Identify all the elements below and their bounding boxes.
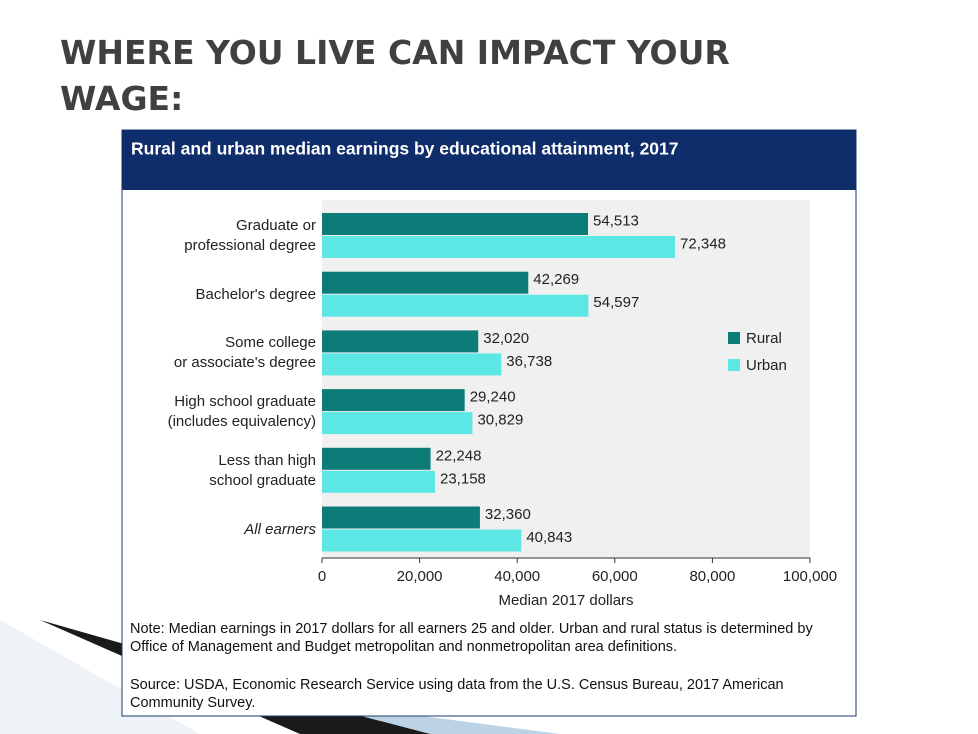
source: Source: USDA, Economic Research Service …	[130, 677, 784, 711]
y-tick-label: Less than high school graduate	[209, 451, 316, 489]
bar	[322, 529, 522, 552]
value-label: 32,020	[483, 330, 529, 347]
legend-label: Rural	[746, 330, 782, 347]
legend-swatch	[728, 332, 740, 344]
bar	[322, 213, 589, 235]
value-label: 40,843	[526, 529, 572, 546]
y-tick-label: High school graduate (includes equivalen…	[167, 393, 316, 431]
bar	[322, 389, 465, 412]
bar	[322, 447, 431, 470]
value-label: 23,158	[440, 470, 486, 487]
bar	[322, 236, 676, 258]
bar	[322, 470, 436, 493]
value-label: 42,269	[533, 271, 579, 288]
value-label: 72,348	[680, 235, 726, 252]
bar	[322, 412, 473, 435]
y-tick-label: Bachelor's degree	[195, 285, 316, 303]
bar	[322, 506, 480, 529]
y-tick-label: Some college or associate's degree	[173, 334, 316, 372]
value-label: 36,738	[506, 353, 552, 370]
value-label: 30,829	[477, 412, 523, 429]
x-tick-label: 40,000	[494, 568, 540, 585]
plot-area	[322, 200, 810, 558]
y-tick-label: Graduate or professional degree	[184, 217, 316, 254]
chart-header	[122, 130, 856, 190]
bar	[322, 330, 479, 353]
x-tick-label: 60,000	[592, 568, 638, 585]
value-label: 54,597	[593, 294, 639, 311]
bar	[322, 353, 502, 376]
note: Note: Median earnings in 2017 dollars fo…	[130, 621, 813, 655]
bar	[322, 271, 529, 294]
legend-swatch	[728, 359, 740, 371]
value-label: 32,360	[485, 506, 531, 523]
value-label: 54,513	[593, 212, 639, 229]
x-axis-title: Median 2017 dollars	[498, 592, 633, 609]
value-label: 29,240	[470, 389, 516, 406]
x-tick-label: 100,000	[783, 568, 837, 585]
x-tick-label: 20,000	[397, 568, 443, 585]
x-tick-label: 80,000	[689, 568, 735, 585]
legend-label: Urban	[746, 357, 787, 374]
bar	[322, 294, 589, 317]
slide-title: WHERE YOU LIVE CAN IMPACT YOUR WAGE:	[60, 33, 730, 118]
value-label: 22,248	[436, 447, 482, 464]
x-tick-label: 0	[318, 568, 326, 585]
chart-title: Rural and urban median earnings by educa…	[131, 139, 679, 159]
y-tick-label: All earners	[244, 520, 316, 538]
